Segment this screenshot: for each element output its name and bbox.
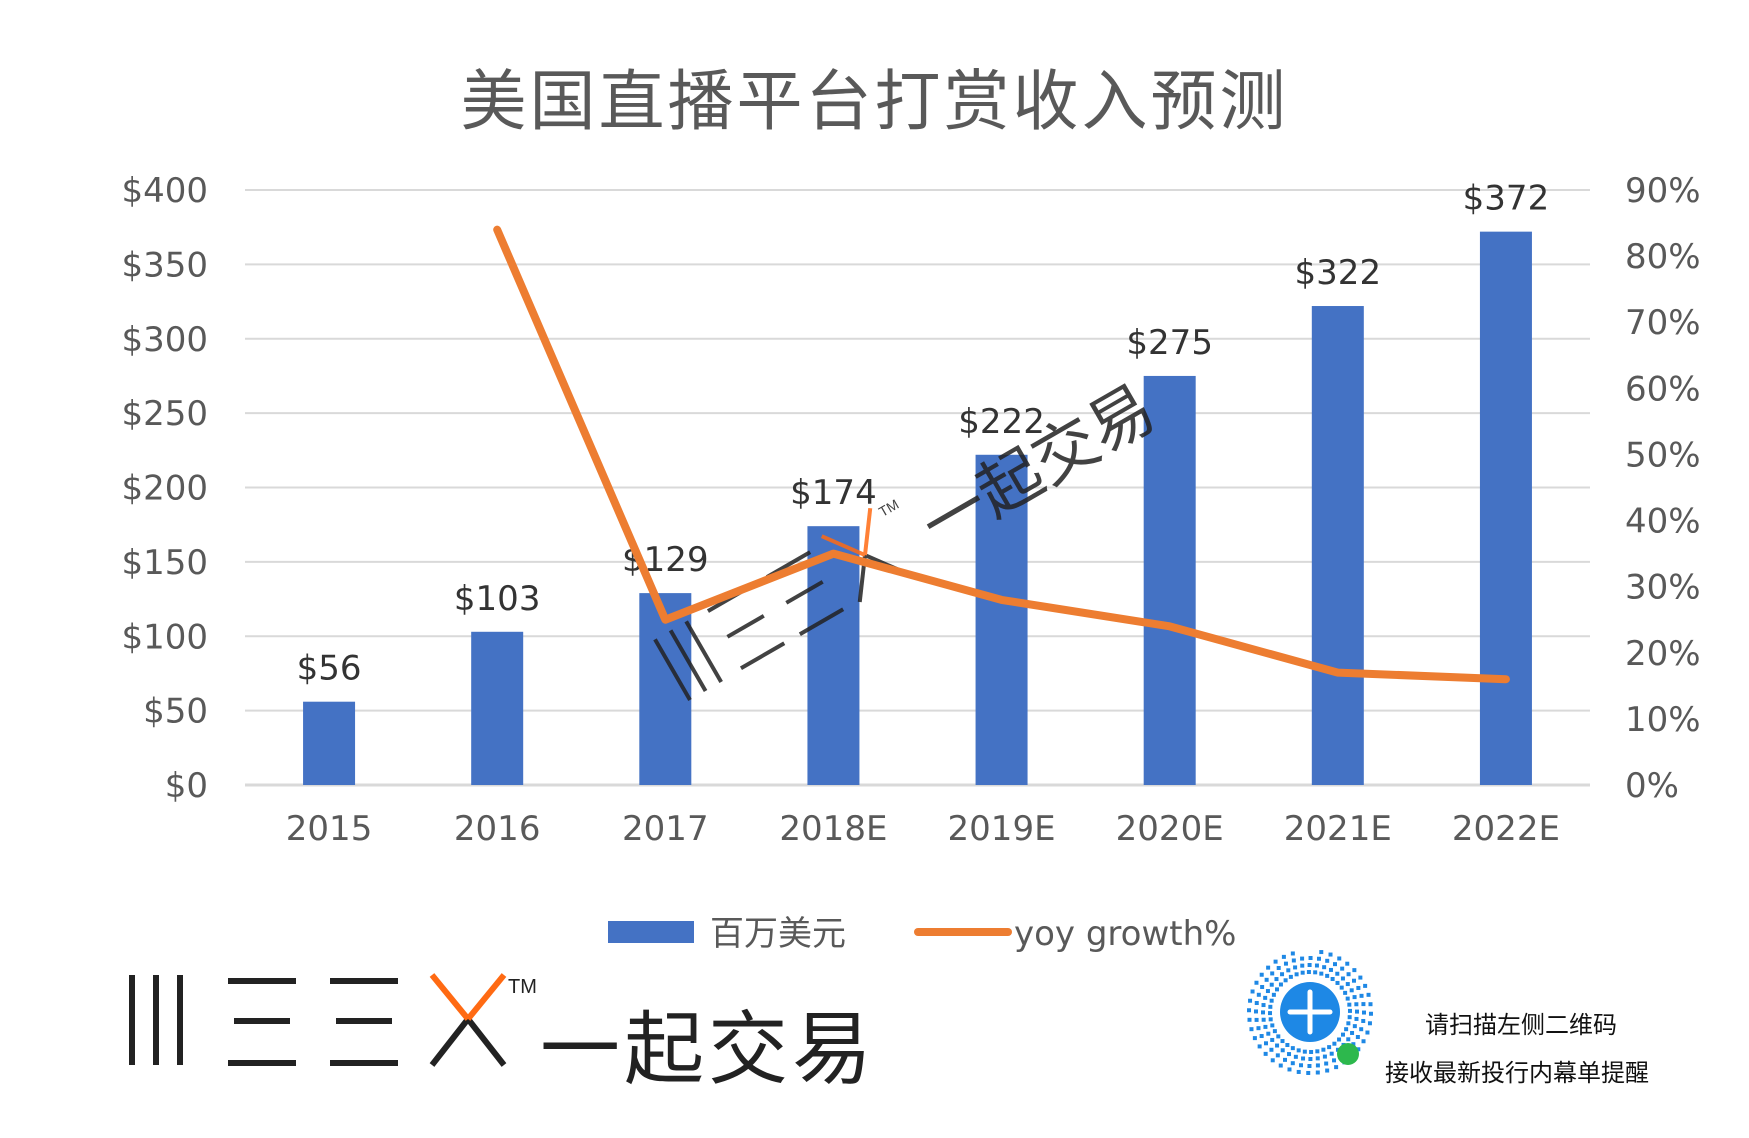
qr-code-icon: [1247, 950, 1373, 1075]
yoy-growth-line: [493, 225, 1510, 684]
bar-value-label: $103: [454, 579, 541, 619]
bar: [975, 454, 1028, 785]
right-tick-label: 50%: [1625, 435, 1701, 475]
brand-text: 一起交易: [540, 1003, 876, 1096]
bar: [303, 701, 356, 785]
x-tick-label: 2015: [286, 809, 373, 849]
right-tick-label: 0%: [1625, 766, 1679, 806]
left-tick-label: $350: [121, 245, 208, 285]
watermark-text: 一起交易: [909, 372, 1168, 564]
right-tick-label: 10%: [1625, 700, 1701, 740]
bar: [1479, 231, 1532, 785]
svg-text:TM: TM: [876, 496, 902, 520]
bar-series: [303, 231, 1532, 785]
right-tick-label: 70%: [1625, 303, 1701, 343]
right-tick-label: 40%: [1625, 502, 1701, 542]
bar-value-label: $322: [1295, 253, 1382, 293]
qr-caption-line1: 请扫描左侧二维码: [1425, 1011, 1617, 1039]
legend-label-bar: 百万美元: [710, 914, 846, 954]
bar: [1311, 306, 1364, 785]
x-tick-label: 2022E: [1452, 809, 1560, 849]
bar-value-label: $56: [297, 649, 362, 689]
left-tick-label: $0: [165, 766, 208, 806]
legend-swatch-bar: [608, 921, 694, 943]
x-tick-label: 2016: [454, 809, 541, 849]
right-axis-ticks: 0% 10% 20% 30% 40% 50% 60% 70% 80% 90%: [1625, 171, 1701, 806]
x-axis-ticks: 2015 2016 2017 2018E 2019E 2020E 2021E 2022E: [286, 809, 1560, 849]
legend-label-line: yoy growth%: [1014, 914, 1236, 954]
x-tick-label: 2018E: [779, 809, 887, 849]
chart-title: 美国直播平台打赏收入预测: [460, 63, 1289, 140]
left-tick-label: $400: [121, 171, 208, 211]
svg-text:TM: TM: [508, 976, 537, 998]
left-tick-label: $100: [121, 617, 208, 657]
x-tick-label: 2017: [622, 809, 709, 849]
qr-caption-line2: 接收最新投行内幕单提醒: [1385, 1059, 1649, 1087]
x-tick-label: 2020E: [1116, 809, 1224, 849]
right-tick-label: 90%: [1625, 171, 1701, 211]
grid-lines: [245, 189, 1590, 787]
bar: [1143, 375, 1196, 785]
right-tick-label: 30%: [1625, 568, 1701, 608]
right-tick-label: 20%: [1625, 634, 1701, 674]
x-tick-label: 2021E: [1284, 809, 1392, 849]
x-tick-label: 2019E: [948, 809, 1056, 849]
bar-value-label: $174: [790, 473, 877, 513]
bar: [807, 526, 860, 785]
bar: [471, 631, 524, 785]
right-tick-label: 60%: [1625, 369, 1701, 409]
bar-value-label: $275: [1126, 323, 1213, 363]
bar-value-label: $222: [958, 402, 1045, 442]
bar-value-label: $372: [1463, 179, 1550, 219]
right-tick-label: 80%: [1625, 237, 1701, 277]
brand-logo: TM: [129, 973, 537, 1067]
left-tick-label: $50: [143, 692, 208, 732]
left-tick-label: $300: [121, 320, 208, 360]
left-tick-label: $200: [121, 469, 208, 509]
left-tick-label: $250: [121, 394, 208, 434]
bar-labels: $56$103$129$174$222$275$322$372: [297, 179, 1550, 689]
legend: 百万美元 yoy growth%: [608, 914, 1236, 954]
left-axis-ticks: $0 $50 $100 $150 $200 $250 $300 $350 $400: [121, 171, 208, 806]
left-tick-label: $150: [121, 543, 208, 583]
